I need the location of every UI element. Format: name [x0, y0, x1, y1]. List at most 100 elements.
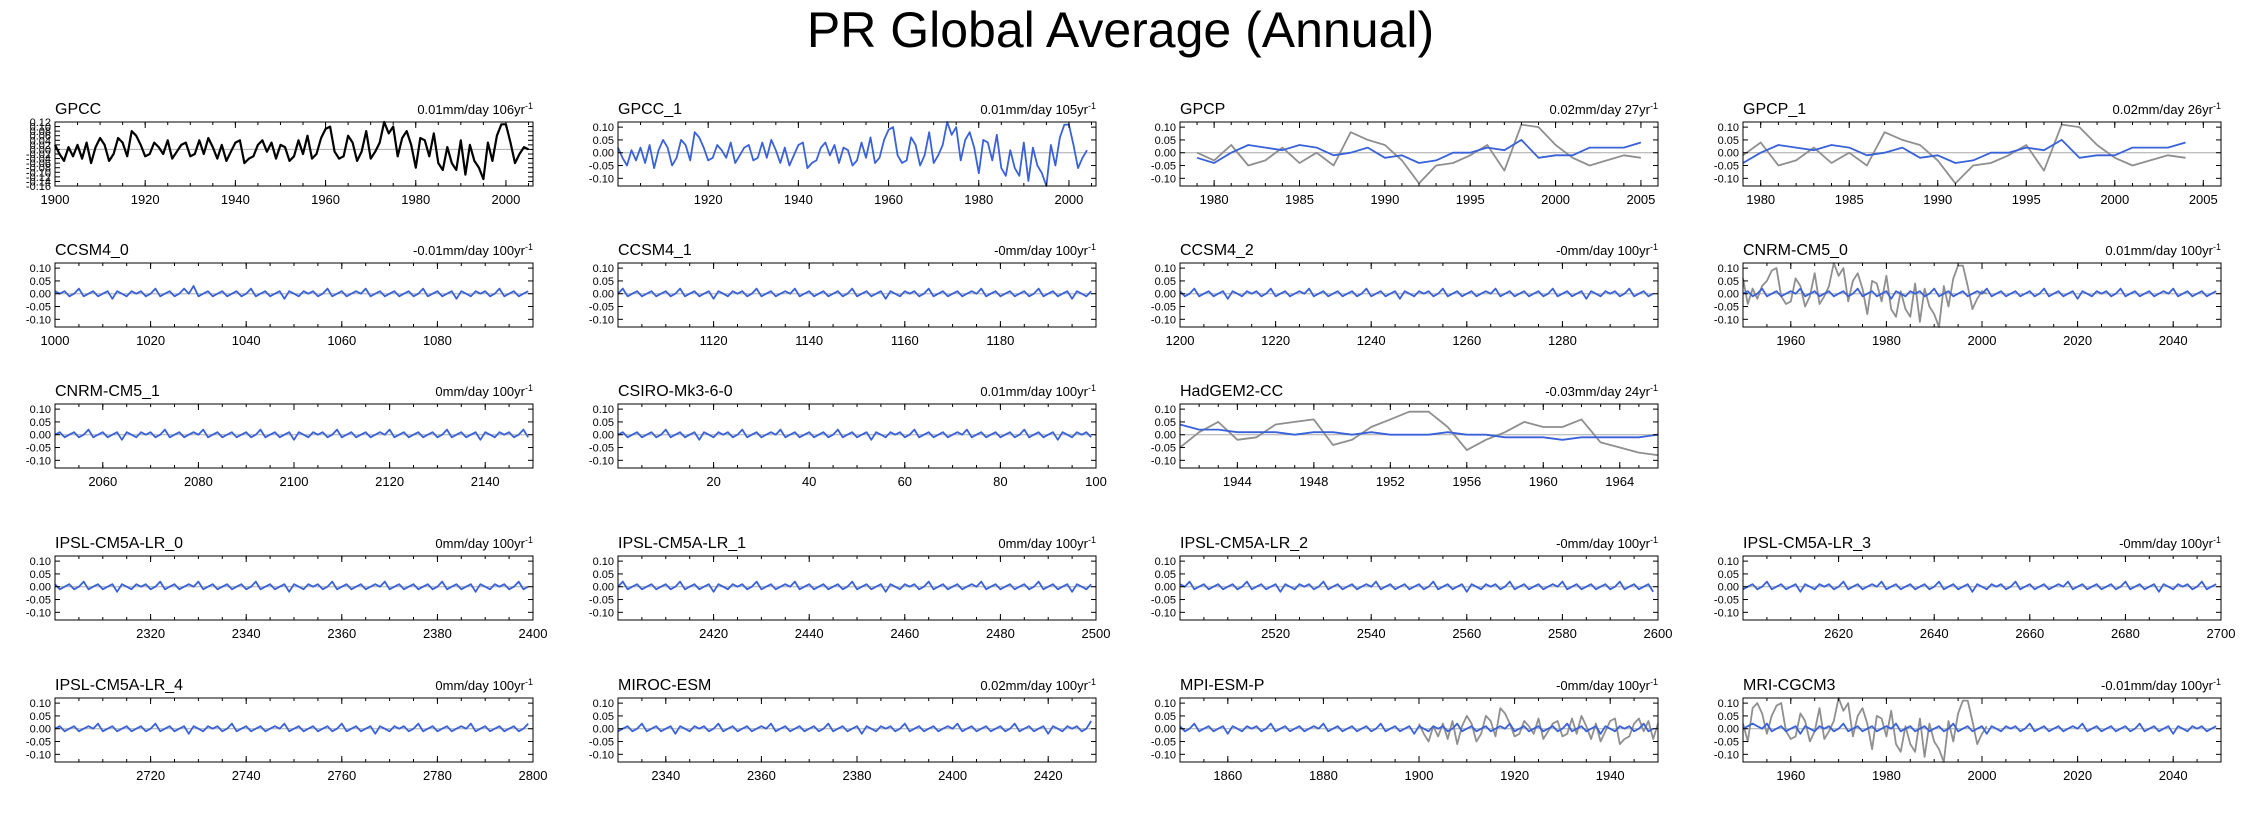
x-tick-label: 1860	[1213, 768, 1242, 783]
x-tick-label: 2020	[2063, 333, 2092, 348]
panel-title: MIROC-ESM	[618, 677, 711, 694]
series-line-model	[54, 428, 529, 441]
trend-exponent: -1	[2213, 535, 2221, 545]
x-tick-label: 60	[898, 474, 912, 489]
x-tick-label: 1280	[1548, 333, 1577, 348]
trend-exponent: -1	[525, 101, 533, 111]
y-tick-label: -0.10	[1151, 749, 1176, 761]
trend-label: -0mm/day 100yr-1	[1556, 242, 1658, 258]
x-tick-label: 2360	[747, 768, 776, 783]
y-tick-label: 0.00	[593, 430, 614, 442]
y-tick-label: -0.10	[26, 607, 51, 619]
x-tick-label: 2740	[232, 768, 261, 783]
x-tick-label: 1940	[221, 192, 250, 207]
trend-text: 0.01mm/day 100yr	[980, 384, 1088, 399]
x-tick-label: 2800	[519, 768, 548, 783]
panel-title: CSIRO-Mk3-6-0	[618, 383, 733, 400]
y-tick-label: -0.04	[26, 154, 51, 166]
y-tick-label: 0.02	[30, 140, 51, 152]
x-tick-label: 2700	[2207, 626, 2236, 641]
y-tick-label: 0.00	[30, 144, 51, 156]
chart-panel: GPCC_1 0.01mm/day 105yr-1 0.100.050.00-0.0…	[589, 101, 1097, 207]
x-tick-label: 2400	[519, 626, 548, 641]
trend-label: 0mm/day 100yr-1	[435, 677, 533, 693]
chart-panel: CCSM4_2 -0mm/day 100yr-1 0.100.050.00-0.05…	[1151, 242, 1659, 348]
chart-panel: CCSM4_1 -0mm/day 100yr-1 0.100.050.00-0.05…	[589, 242, 1097, 348]
y-tick-label: 0.00	[1155, 724, 1176, 736]
series-line-model	[1742, 580, 2217, 593]
x-tick-label: 1920	[694, 192, 723, 207]
x-tick-label: 2080	[184, 474, 213, 489]
chart-panel: HadGEM2-CC -0.03mm/day 24yr-1 0.100.050.00…	[1151, 383, 1659, 489]
x-tick-label: 1180	[986, 333, 1014, 348]
y-tick-label: -0.05	[26, 737, 51, 749]
y-tick-label: 0.05	[1718, 276, 1739, 288]
x-tick-label: 2000	[491, 192, 520, 207]
trend-label: 0mm/day 100yr-1	[435, 535, 533, 551]
y-tick-label: -0.10	[26, 314, 51, 326]
chart-panel: GPCC 0.01mm/day 106yr-10.120.100.080.060.…	[26, 101, 534, 207]
y-tick-label: 0.06	[30, 131, 51, 143]
x-tick-label: 1220	[1261, 333, 1290, 348]
trend-text: 0.02mm/day 26yr	[2113, 102, 2214, 117]
x-tick-label: 1880	[1309, 768, 1338, 783]
trend-exponent: -1	[525, 242, 533, 252]
x-tick-label: 2100	[280, 474, 309, 489]
panel-title: GPCC_1	[618, 101, 682, 118]
trend-exponent: -1	[1088, 535, 1096, 545]
x-tick-label: 1960	[1776, 768, 1805, 783]
y-tick-label: 0.10	[30, 122, 51, 134]
x-tick-label: 1900	[41, 192, 70, 207]
trend-text: 0.01mm/day 105yr	[980, 102, 1088, 117]
y-tick-label: 0.00	[1155, 582, 1176, 594]
x-tick-label: 1995	[1456, 192, 1485, 207]
x-tick-label: 1940	[1596, 768, 1625, 783]
y-tick-label: 0.05	[30, 417, 51, 429]
y-tick-label: -0.05	[1714, 737, 1739, 749]
y-tick-label: -0.05	[589, 443, 614, 455]
y-tick-label: -0.05	[1151, 595, 1176, 607]
plot-frame	[54, 697, 534, 763]
y-tick-label: 0.10	[593, 122, 614, 134]
x-tick-label: 2380	[423, 626, 452, 641]
x-tick-label: 1990	[1923, 192, 1952, 207]
series-line-model	[617, 121, 1088, 187]
series-line-model	[54, 580, 529, 593]
x-tick-label: 2400	[938, 768, 967, 783]
x-tick-label: 2680	[2111, 626, 2140, 641]
chart-panel: CNRM-CM5_1 0mm/day 100yr-10.100.050.00-0.…	[26, 383, 534, 489]
panel-title: CCSM4_1	[618, 242, 692, 259]
trend-label: 0mm/day 100yr-1	[998, 535, 1096, 551]
plot-frame	[1742, 121, 2222, 187]
x-tick-label: 2120	[375, 474, 404, 489]
trend-label: 0.02mm/day 26yr-1	[2113, 101, 2221, 117]
y-tick-label: 0.00	[1718, 724, 1739, 736]
chart-panel: MPI-ESM-P -0mm/day 100yr-10.100.050.00-0.…	[1151, 677, 1659, 783]
y-tick-label: 0.10	[593, 263, 614, 275]
y-tick-label: -0.10	[1151, 607, 1176, 619]
x-tick-label: 2640	[1920, 626, 1949, 641]
chart-panel: IPSL-CM5A-LR_2 -0mm/day 100yr-1 0.100.050.…	[1151, 535, 1673, 641]
x-tick-label: 1980	[401, 192, 430, 207]
y-tick-label: 0.10	[593, 556, 614, 568]
y-tick-label: 0.12	[30, 117, 51, 129]
x-tick-label: 1980	[964, 192, 993, 207]
x-tick-label: 2480	[986, 626, 1015, 641]
y-tick-label: 0.10	[1718, 698, 1739, 710]
y-tick-label: 0.05	[1718, 569, 1739, 581]
y-tick-label: 0.08	[30, 126, 51, 138]
series-line-model	[1742, 722, 2217, 735]
x-tick-label: 20	[706, 474, 720, 489]
x-tick-label: 2460	[890, 626, 919, 641]
y-tick-label: -0.10	[1151, 314, 1176, 326]
x-tick-label: 1940	[784, 192, 813, 207]
x-tick-label: 1120	[700, 333, 728, 348]
panel-title: GPCC	[55, 101, 101, 118]
series-line-obs	[1418, 707, 1659, 745]
x-tick-label: 2040	[2159, 768, 2188, 783]
y-tick-label: 0.05	[30, 711, 51, 723]
y-tick-label: 0.05	[30, 276, 51, 288]
y-tick-label: 0.10	[1155, 698, 1176, 710]
y-tick-label: 0.10	[30, 698, 51, 710]
x-tick-label: 1240	[1357, 333, 1386, 348]
